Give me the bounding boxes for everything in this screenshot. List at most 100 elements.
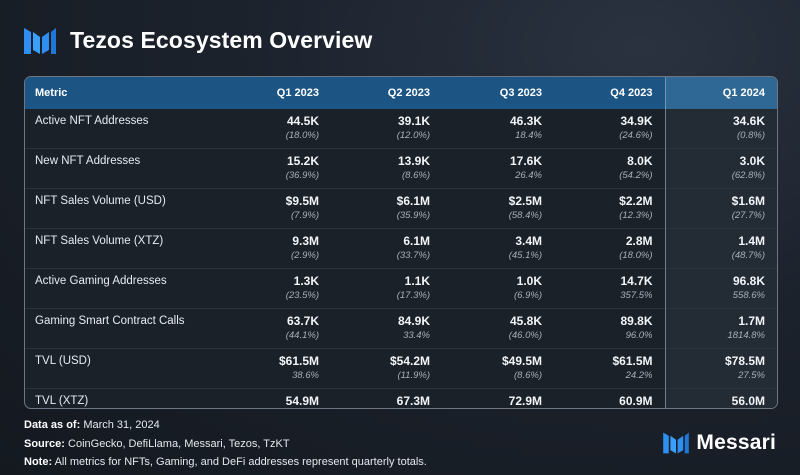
note-label: Note: (24, 456, 53, 468)
cell-q4-2023: 89.8K 96.0% (554, 308, 665, 349)
percent-change: 558.6% (732, 290, 765, 301)
percent-change: (35.9%) (396, 210, 430, 221)
percent-change: 24.2% (625, 370, 653, 381)
percent-change: (46.0%) (508, 330, 542, 341)
percent-change: (58.4%) (508, 210, 542, 221)
messari-m-icon (663, 432, 690, 454)
metric-value: $78.5M (724, 354, 765, 368)
percent-change: (18.0%) (285, 130, 319, 141)
metric-value: $49.5M (501, 354, 542, 368)
percent-change: (33.7%) (396, 250, 430, 261)
cell-q2-2023: 13.9K (8.6%) (331, 148, 442, 189)
cell-q1-2024: 1.7M 1814.8% (664, 308, 777, 349)
source-value: CoinGecko, DefiLlama, Messari, Tezos, Tz… (68, 437, 290, 450)
cell-q2-2023: $54.2M (11.9%) (331, 348, 442, 389)
column-header-q1-2023: Q1 2023 (220, 77, 331, 109)
cell-q2-2023: 1.1K (17.3%) (331, 268, 442, 309)
data-as-of-value: March 31, 2024 (83, 419, 160, 431)
percent-change: (24.6%) (619, 130, 653, 141)
percent-change: (62.8%) (731, 170, 765, 181)
percent-change: (12.3%) (619, 210, 653, 221)
percent-change: (17.3%) (396, 290, 430, 301)
footer-notes: Data as of: March 31, 2024 Source: CoinG… (24, 416, 427, 472)
percent-change: (11.9%) (397, 370, 430, 381)
metric-value: 1.3K (293, 274, 319, 288)
table-row: TVL (USD) $61.5M 38.6% $54.2M (11.9%) $49.5M (… (25, 348, 777, 389)
percent-change: 26.4% (515, 170, 542, 181)
metric-value: 72.9M (508, 394, 542, 408)
table-row: New NFT Addresses 15.2K (36.9%) 13.9K (8.6%)… (25, 148, 777, 189)
table-row: NFT Sales Volume (USD) $9.5M (7.9%) $6.1M (3… (25, 188, 777, 229)
percent-change: 18.4% (515, 130, 542, 141)
cell-q1-2023: 9.3M (2.9%) (220, 228, 331, 269)
cell-q1-2024: $1.6M (27.7%) (664, 188, 777, 229)
cell-q4-2023: $61.5M 24.2% (554, 348, 665, 389)
percent-change: (23.5%) (285, 290, 319, 301)
metric-name: New NFT Addresses (25, 148, 220, 189)
metric-value: 54.9M (285, 394, 319, 408)
cell-q3-2023: 46.3K 18.4% (442, 109, 554, 149)
table-header-row: Metric Q1 2023 Q2 2023 Q3 2023 Q4 2023 Q… (25, 77, 777, 109)
metric-name: Gaming Smart Contract Calls (25, 308, 220, 349)
percent-change: (27.7%) (731, 210, 765, 221)
metric-name: Active NFT Addresses (35, 115, 149, 127)
column-header-metric: Metric (25, 77, 220, 109)
table-row: NFT Sales Volume (XTZ) 9.3M (2.9%) 6.1M (33.… (25, 228, 777, 269)
cell-q1-2023: 54.9M4.7% (220, 388, 331, 408)
metric-value: 39.1K (397, 114, 430, 128)
metric-value: 67.3M (396, 394, 430, 408)
metric-value: 1.7M (738, 314, 765, 328)
metric-value: 1.1K (404, 274, 430, 288)
cell-q1-2024: 1.4M (48.7%) (664, 228, 777, 269)
note-value: All metrics for NFTs, Gaming, and DeFi a… (54, 456, 427, 468)
percent-change: (45.1%) (508, 250, 542, 261)
percent-change: (0.8%) (737, 130, 765, 141)
metric-value: $2.2M (619, 194, 653, 208)
data-as-of-line: Data as of: March 31, 2024 (24, 416, 427, 435)
table-row: Active NFT Addresses 44.5K (18.0%) 39.1K (12… (25, 109, 777, 149)
cell-q1-2024: 3.0K (62.8%) (664, 148, 777, 189)
percent-change: (8.6%) (402, 170, 430, 181)
brand-name: Messari (696, 431, 776, 454)
cell-q3-2023: $49.5M (8.6%) (442, 348, 554, 389)
cell-q1-2023: 63.7K (44.1%) (220, 308, 331, 349)
metric-value: 1.0K (516, 274, 542, 288)
overview-table-container: Metric Q1 2023 Q2 2023 Q3 2023 Q4 2023 Q… (24, 76, 778, 409)
metric-name: TVL (XTZ) (25, 388, 220, 408)
cell-q1-2023: $61.5M 38.6% (220, 348, 331, 389)
cell-q1-2023: $9.5M (7.9%) (220, 188, 331, 229)
page-title: Tezos Ecosystem Overview (70, 27, 373, 53)
note-line: Note: All metrics for NFTs, Gaming, and … (24, 453, 427, 472)
cell-q4-2023: 2.8M (18.0%) (554, 228, 665, 269)
cell-q1-2024: 56.0M(8.0%) (664, 388, 777, 408)
table-row: Gaming Smart Contract Calls 63.7K (44.1%) 8… (25, 308, 777, 349)
percent-change: (48.7%) (731, 250, 765, 261)
percent-change: (44.1%) (285, 330, 319, 341)
metric-value: 3.0K (739, 154, 765, 168)
metric-value: $9.5M (285, 194, 319, 208)
metric-value: 56.0M (731, 394, 765, 408)
cell-q3-2023: 3.4M (45.1%) (442, 228, 554, 269)
table-body: Active NFT Addresses 44.5K (18.0%) 39.1K (12… (25, 109, 777, 408)
cell-q2-2023: 67.3M19.4% (331, 388, 442, 408)
metric-value: 34.9K (620, 114, 653, 128)
percent-change: 27.5% (738, 370, 765, 381)
cell-q1-2024: 34.6K (0.8%) (664, 109, 777, 149)
cell-q1-2023: 1.3K (23.5%) (220, 268, 331, 309)
metric-value: 13.9K (397, 154, 430, 168)
metric-value: $61.5M (612, 354, 653, 368)
cell-q2-2023: 6.1M (33.7%) (331, 228, 442, 269)
percent-change: (18.0%) (619, 250, 653, 261)
cell-q3-2023: $2.5M (58.4%) (442, 188, 554, 229)
column-header-q1-2024: Q1 2024 (664, 77, 777, 109)
metric-value: 44.5K (286, 114, 319, 128)
percent-change: (8.6%) (514, 370, 542, 381)
metric-value: 17.6K (509, 154, 542, 168)
cell-q4-2023: $2.2M (12.3%) (554, 188, 665, 229)
metric-value: 34.6K (732, 114, 765, 128)
metric-name: TVL (USD) (25, 348, 220, 389)
metric-name: NFT Sales Volume (XTZ) (25, 228, 220, 269)
metric-value: $2.5M (508, 194, 542, 208)
metric-value: 3.4M (515, 234, 542, 248)
cell-q1-2023: 15.2K (36.9%) (220, 148, 331, 189)
